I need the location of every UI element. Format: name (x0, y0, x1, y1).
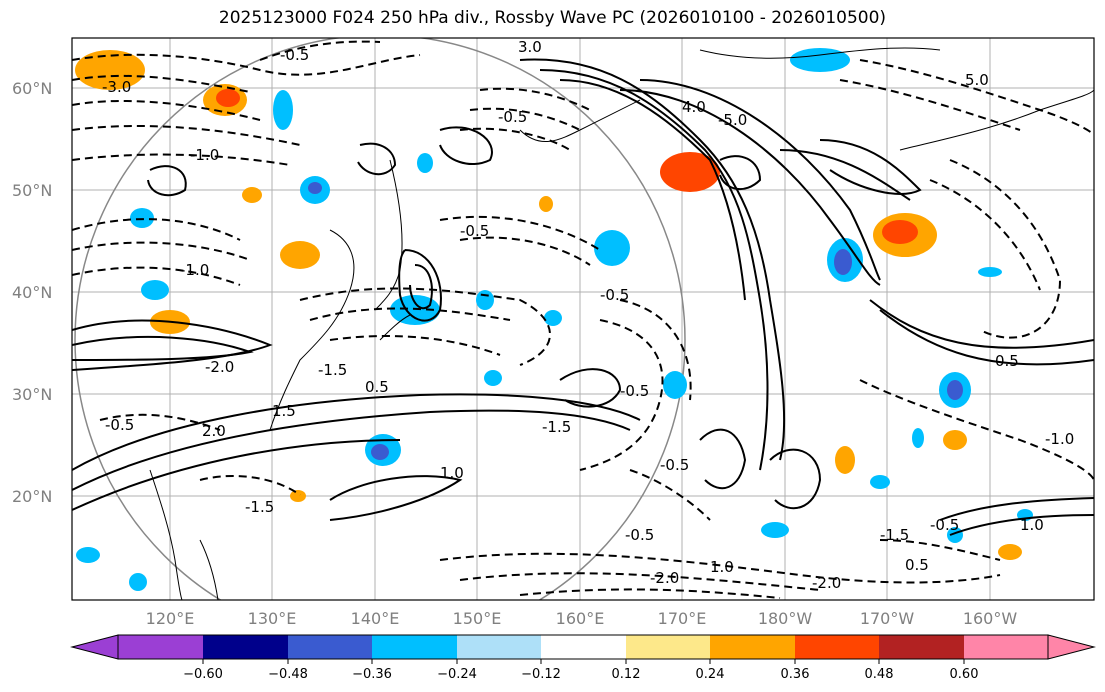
contour-label: -0.5 (660, 456, 689, 474)
solid-contours (72, 58, 1094, 536)
contour-label: -1.0 (180, 261, 209, 279)
lon-tick-label: 160°E (556, 609, 605, 628)
colorbar-swatch (964, 635, 1048, 659)
lat-tick-labels: 60°N 50°N 40°N 30°N 20°N (12, 79, 52, 506)
colorbar-tick-label: 0.48 (865, 667, 894, 682)
lat-tick-label: 60°N (12, 79, 52, 98)
colorbar-swatch (288, 635, 372, 659)
lon-tick-label: 150°E (453, 609, 502, 628)
colorbar-swatch (710, 635, 795, 659)
contour-label: -1.5 (880, 526, 909, 544)
contour-label: -2.0 (205, 358, 234, 376)
colorbar-tick-label: 0.60 (950, 667, 979, 682)
divergence-shading (75, 48, 1033, 591)
colorbar-tick-label: 0.12 (612, 667, 641, 682)
colorbar-tick-label: 0.24 (696, 667, 725, 682)
contour-label: 1.5 (272, 402, 296, 420)
contour-label: -0.5 (625, 526, 654, 544)
contour-label: -1.5 (245, 498, 274, 516)
colorbar-tick-label: −0.60 (183, 667, 223, 682)
colorbar-swatch (203, 635, 288, 659)
contour-label: -3.0 (102, 78, 131, 96)
contour-label: 0.5 (995, 352, 1019, 370)
contour-label: 4.0 (682, 98, 706, 116)
colorbar-over-arrow (1047, 634, 1096, 660)
lon-tick-label: 140°E (351, 609, 400, 628)
colorbar-under-arrow (70, 634, 119, 660)
reference-circle (74, 38, 686, 600)
lat-tick-label: 30°N (12, 385, 52, 404)
contour-label: 3.0 (518, 38, 542, 56)
contour-label: -2.0 (650, 569, 679, 587)
contour-label: -0.5 (498, 108, 527, 126)
contour-labels: -3.0 -0.5 -5.0 -0.5 4.0 -2.0 -0.5 3.0 -1… (102, 38, 1074, 592)
contour-label: -0.5 (105, 416, 134, 434)
colorbar: −0.60 −0.48 −0.36 −0.24 −0.12 0.12 0.24 … (70, 634, 1096, 682)
colorbar-outline (117, 634, 1049, 660)
contour-label: 5.0 (965, 71, 989, 89)
lon-tick-labels: 120°E 130°E 140°E 150°E 160°E 170°E 180°… (146, 609, 1018, 628)
coastlines (149, 47, 1094, 600)
lat-tick-label: 40°N (12, 283, 52, 302)
contour-label: -5.0 (718, 111, 747, 129)
lon-tick-label: 130°E (248, 609, 297, 628)
colorbar-swatch (118, 635, 203, 659)
lat-tick-label: 20°N (12, 487, 52, 506)
contour-label: -1.5 (318, 361, 347, 379)
contour-label: -0.5 (460, 222, 489, 240)
colorbar-swatch (879, 635, 964, 659)
contour-label: -1.0 (1045, 430, 1074, 448)
lat-tick-label: 50°N (12, 181, 52, 200)
colorbar-tick-label: 0.36 (781, 667, 810, 682)
map-frame (71, 37, 1095, 601)
colorbar-tick-label: −0.36 (352, 667, 392, 682)
lon-tick-label: 170°E (658, 609, 707, 628)
contour-label: 1.0 (710, 558, 734, 576)
colorbar-tick-label: −0.48 (268, 667, 308, 682)
contour-label: 0.5 (905, 556, 929, 574)
contour-label: -1.0 (190, 146, 219, 164)
contour-label: -1.5 (542, 418, 571, 436)
contour-label: -2.0 (812, 574, 841, 592)
lon-tick-label: 120°E (146, 609, 195, 628)
lon-tick-label: 180°W (758, 609, 813, 628)
contour-label: -0.5 (930, 516, 959, 534)
contour-label: 2.0 (202, 422, 226, 440)
colorbar-swatch (372, 635, 457, 659)
contour-label: -0.5 (280, 46, 309, 64)
contour-label: 1.0 (1020, 516, 1044, 534)
lon-tick-label: 160°W (963, 609, 1018, 628)
contour-label: -0.5 (620, 382, 649, 400)
colorbar-swatch (457, 635, 541, 659)
dashed-contours (72, 40, 1094, 599)
colorbar-tick-label: −0.24 (437, 667, 477, 682)
colorbar-swatch (795, 635, 879, 659)
map-title: 2025123000 F024 250 hPa div., Rossby Wav… (218, 8, 887, 28)
contour-label: -0.5 (600, 286, 629, 304)
lon-tick-label: 170°W (860, 609, 915, 628)
map-background (72, 38, 1094, 600)
colorbar-swatch (541, 635, 626, 659)
colorbar-swatch (626, 635, 710, 659)
contour-label: 1.0 (440, 464, 464, 482)
contour-label: 0.5 (365, 378, 389, 396)
colorbar-tick-label: −0.12 (521, 667, 561, 682)
